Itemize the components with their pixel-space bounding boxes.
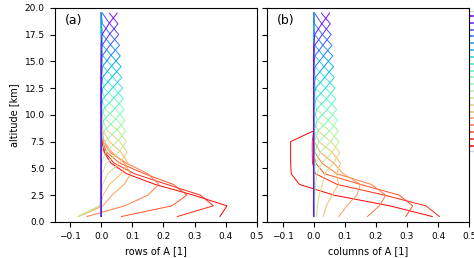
Text: (b): (b) xyxy=(277,14,295,27)
X-axis label: rows of A [1]: rows of A [1] xyxy=(125,246,187,256)
X-axis label: columns of A [1]: columns of A [1] xyxy=(328,246,408,256)
Text: (a): (a) xyxy=(64,14,82,27)
Y-axis label: altitude [km]: altitude [km] xyxy=(9,83,19,147)
Legend: 20 km, 19 km, 18 km, 17 km, 16 km, 15 km, 14 km, 13 km, 12 km, 11 km, 10 km, 09 : 20 km, 19 km, 18 km, 17 km, 16 km, 15 km… xyxy=(460,11,474,151)
